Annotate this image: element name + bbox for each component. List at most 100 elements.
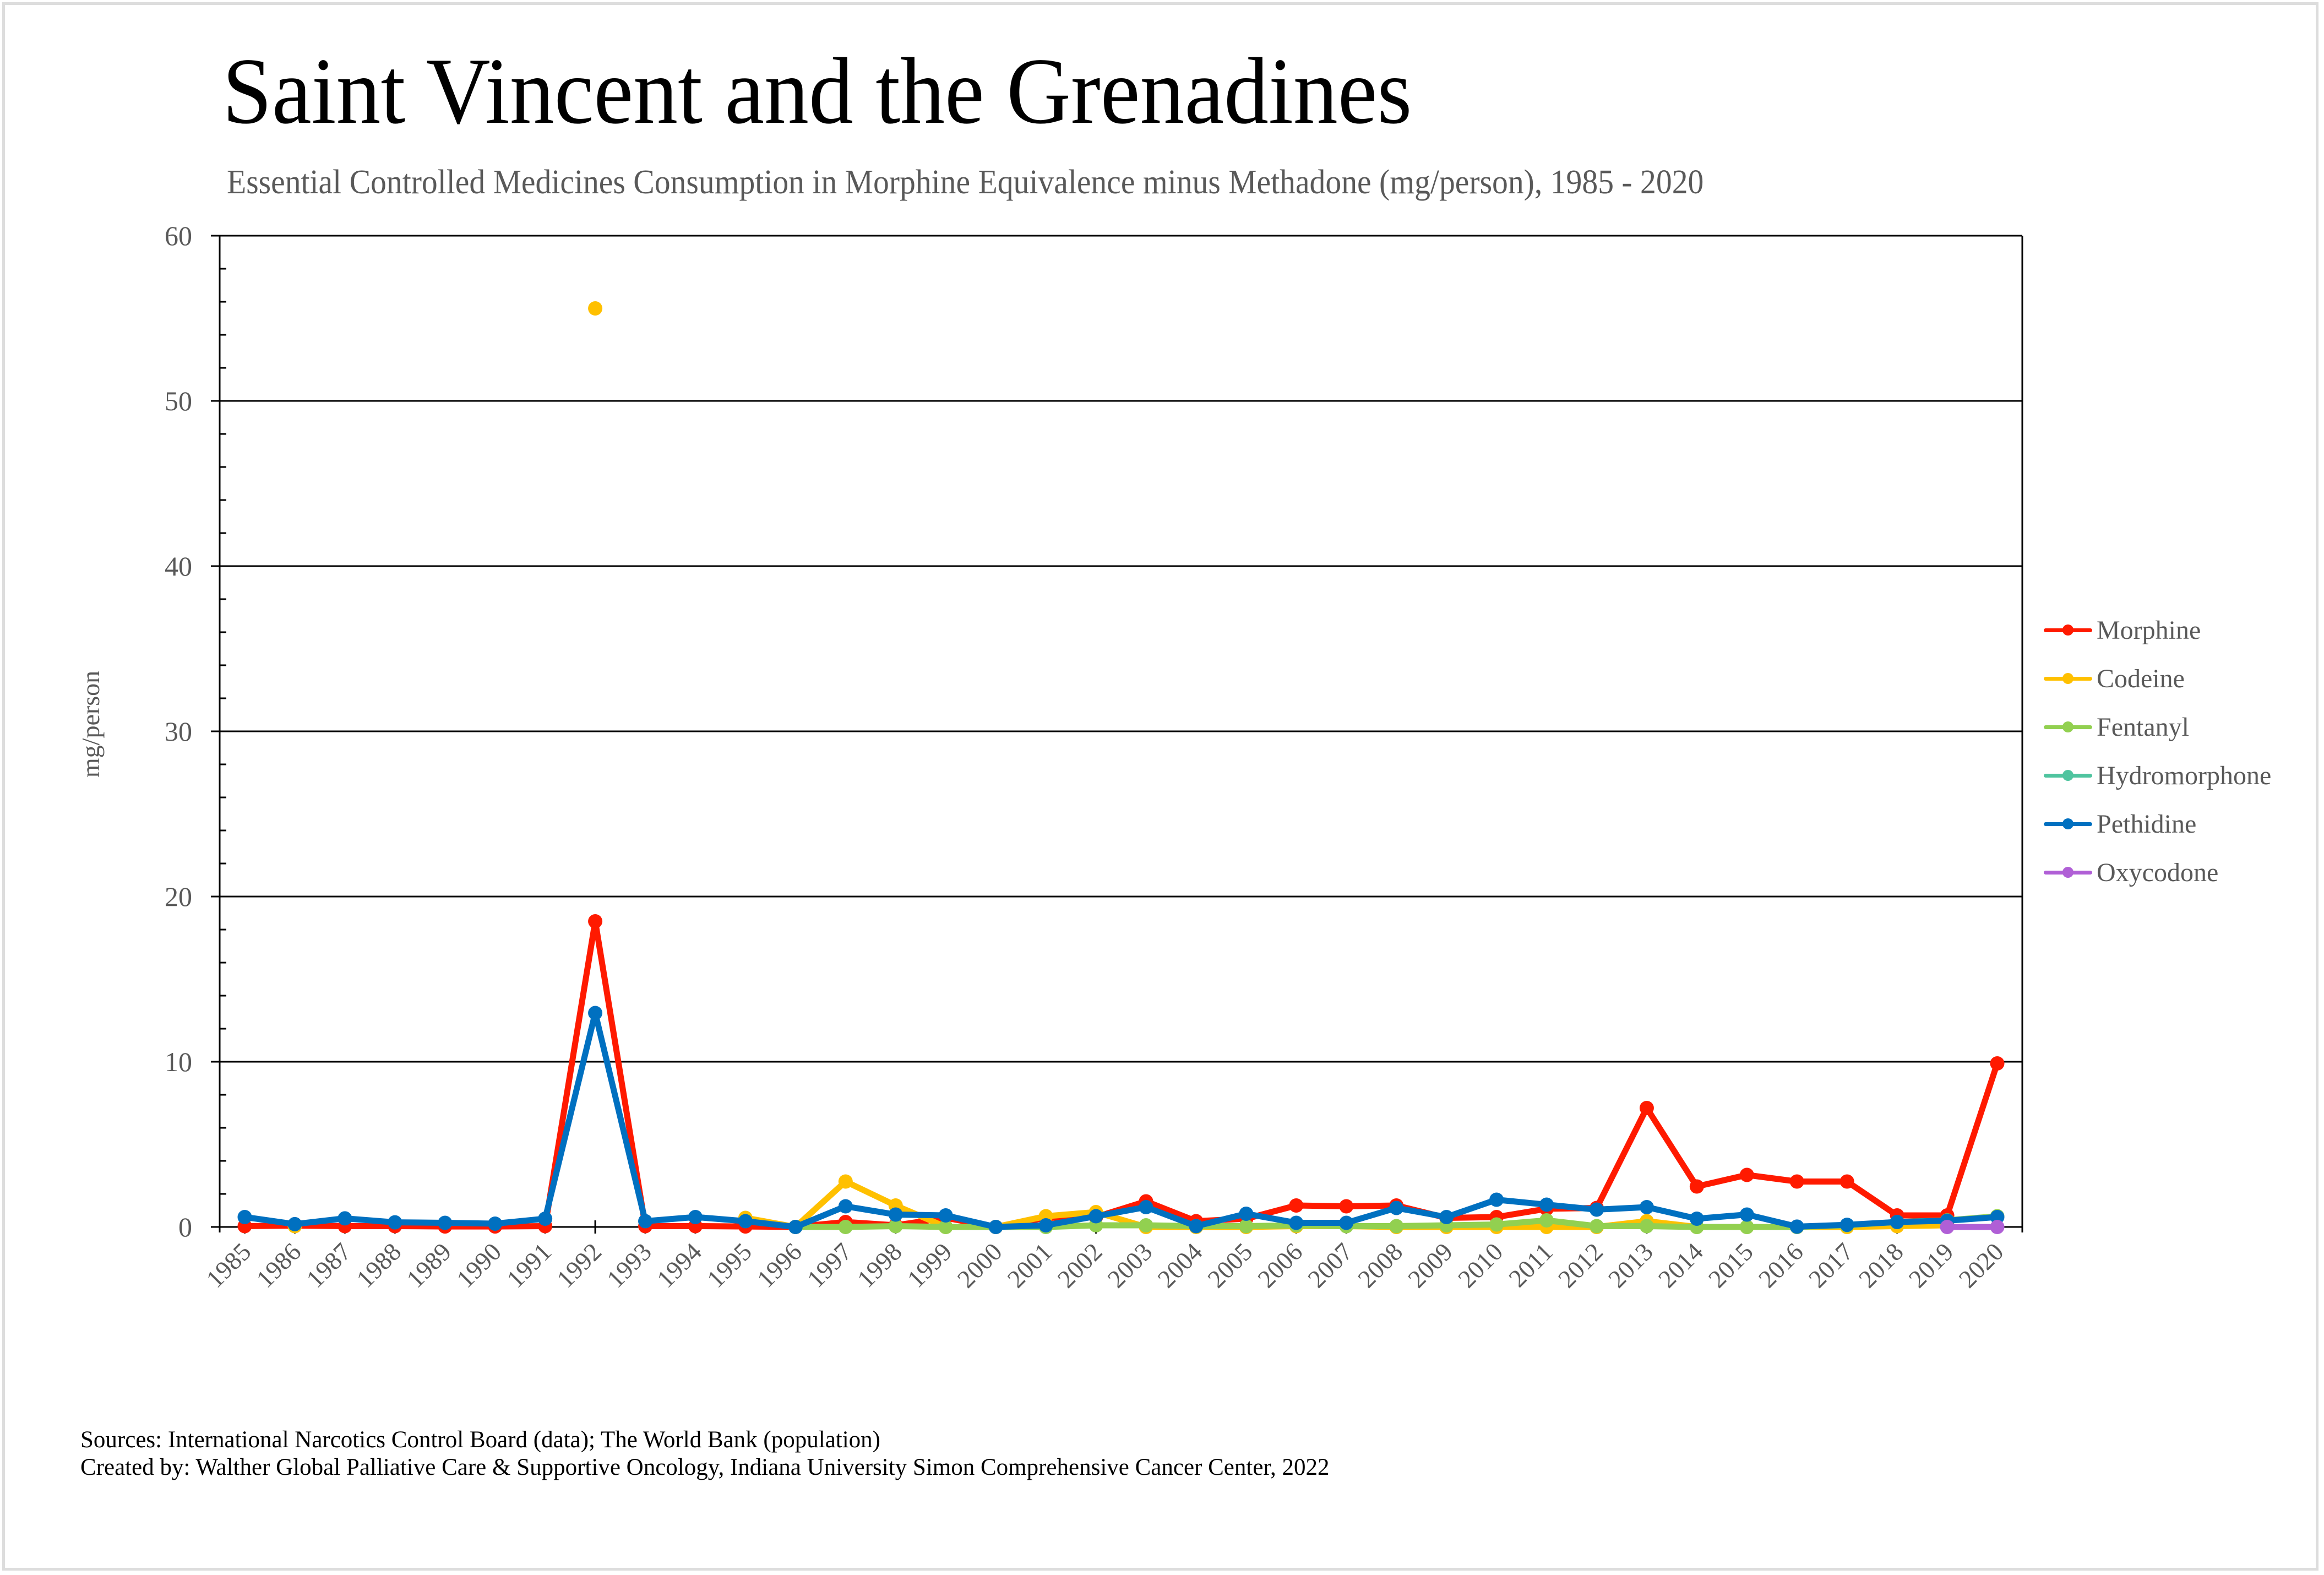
data-point-pethidine-1996: [788, 1220, 803, 1234]
data-point-oxycodone-2019: [1940, 1220, 1955, 1234]
data-point-pethidine-2015: [1739, 1207, 1754, 1222]
data-point-pethidine-2004: [1189, 1219, 1204, 1234]
data-point-pethidine-2009: [1439, 1210, 1454, 1224]
data-point-pethidine-1989: [438, 1215, 453, 1230]
data-point-pethidine-1995: [738, 1214, 753, 1229]
data-point-morphine-2014: [1689, 1179, 1704, 1194]
legend-label: Pethidine: [2097, 809, 2197, 839]
data-point-pethidine-2013: [1639, 1200, 1654, 1214]
x-tick-label: 2012: [1553, 1237, 1608, 1293]
x-tick-label: 1993: [601, 1237, 657, 1293]
data-point-morphine-2013: [1639, 1101, 1654, 1115]
data-point-pethidine-2003: [1139, 1200, 1153, 1214]
data-point-pethidine-1985: [237, 1210, 252, 1224]
x-tick-label: 2018: [1853, 1237, 1909, 1293]
data-point-pethidine-1993: [638, 1214, 653, 1229]
series-line-morphine: [241, 918, 2001, 1230]
x-tick-label: 2008: [1352, 1237, 1408, 1293]
x-tick-label: 1992: [551, 1237, 607, 1293]
data-point-fentanyl-1998: [888, 1219, 903, 1234]
tick-labels: 0102030405060198519861987198819891990199…: [165, 220, 2009, 1293]
x-tick-label: 2006: [1252, 1237, 1308, 1293]
legend-marker-icon: [2042, 719, 2094, 735]
x-tick-label: 1995: [701, 1237, 757, 1293]
x-tick-label: 2009: [1402, 1237, 1458, 1293]
legend-marker-icon: [2042, 864, 2094, 881]
legend-marker-icon: [2042, 622, 2094, 638]
data-point-morphine-2016: [1789, 1174, 1804, 1189]
legend-label: Codeine: [2097, 664, 2185, 693]
data-point-pethidine-2002: [1088, 1209, 1103, 1224]
data-point-pethidine-2000: [988, 1220, 1003, 1234]
data-point-morphine-2020: [1990, 1056, 2005, 1071]
x-tick-label: 2019: [1903, 1237, 1959, 1293]
x-tick-label: 1990: [451, 1237, 507, 1293]
data-point-pethidine-2017: [1839, 1218, 1854, 1232]
data-point-pethidine-1998: [888, 1207, 903, 1222]
x-tick-label: 1989: [401, 1237, 456, 1293]
y-tick-label: 10: [165, 1046, 192, 1077]
legend-item-pethidine: Pethidine: [2042, 800, 2271, 848]
data-point-morphine-2006: [1289, 1198, 1304, 1213]
data-point-pethidine-2006: [1289, 1215, 1304, 1230]
x-tick-label: 2007: [1302, 1237, 1358, 1293]
y-tick-label: 60: [165, 220, 192, 251]
data-point-fentanyl-2008: [1389, 1219, 1404, 1234]
x-tick-label: 2011: [1503, 1237, 1558, 1292]
x-tick-label: 2020: [1953, 1237, 2009, 1293]
sources-note: Sources: International Narcotics Control…: [80, 1427, 880, 1453]
data-point-pethidine-1994: [688, 1210, 703, 1224]
data-point-pethidine-2008: [1389, 1201, 1404, 1215]
data-point-codeine-1992: [588, 301, 603, 316]
x-tick-label: 2000: [952, 1237, 1008, 1293]
x-tick-label: 2017: [1803, 1237, 1859, 1293]
data-point-fentanyl-2013: [1639, 1219, 1654, 1234]
legend-item-oxycodone: Oxycodone: [2042, 848, 2271, 897]
legend-item-fentanyl: Fentanyl: [2042, 703, 2271, 751]
data-point-fentanyl-2010: [1489, 1217, 1504, 1232]
data-point-morphine-1992: [588, 914, 603, 928]
data-point-pethidine-1990: [488, 1216, 503, 1231]
data-point-pethidine-1987: [338, 1211, 352, 1226]
data-point-pethidine-2007: [1339, 1215, 1354, 1230]
data-point-pethidine-2001: [1038, 1218, 1053, 1232]
legend-item-morphine: Morphine: [2042, 606, 2271, 654]
legend-marker-icon: [2042, 670, 2094, 687]
y-tick-label: 50: [165, 385, 192, 416]
data-point-pethidine-2010: [1489, 1192, 1504, 1207]
legend-label: Fentanyl: [2097, 712, 2189, 742]
data-point-pethidine-1988: [388, 1215, 402, 1230]
legend: Morphine Codeine Fentanyl Hydromorphone Peth…: [2042, 606, 2271, 897]
x-tick-label: 2016: [1753, 1237, 1809, 1293]
legend-label: Hydromorphone: [2097, 761, 2272, 790]
data-point-fentanyl-2015: [1739, 1220, 1754, 1234]
data-point-pethidine-2014: [1689, 1212, 1704, 1226]
series-codeine: [287, 301, 1955, 1234]
created-by-note: Created by: Walther Global Palliative Ca…: [80, 1454, 1330, 1480]
data-point-fentanyl-1997: [838, 1220, 853, 1234]
chart-title: Saint Vincent and the Grenadines: [222, 39, 1412, 144]
x-tick-label: 2010: [1452, 1237, 1508, 1293]
legend-marker-icon: [2042, 816, 2094, 832]
x-tick-label: 1996: [752, 1237, 807, 1293]
data-point-fentanyl-1999: [938, 1220, 953, 1234]
y-axis-label: mg/person: [77, 671, 105, 778]
x-tick-label: 1986: [251, 1237, 306, 1293]
x-tick-label: 2013: [1603, 1237, 1658, 1293]
gridlines: [211, 235, 2022, 1228]
data-point-morphine-2017: [1839, 1174, 1854, 1189]
legend-item-codeine: Codeine: [2042, 654, 2271, 703]
series-morphine: [237, 914, 2005, 1234]
data-point-pethidine-2005: [1239, 1207, 1254, 1221]
x-tick-label: 2005: [1202, 1237, 1258, 1293]
legend-item-hydromorphone: Hydromorphone: [2042, 751, 2271, 800]
x-tick-label: 1997: [802, 1237, 857, 1293]
series-lines: [237, 301, 2005, 1234]
data-point-pethidine-1999: [938, 1208, 953, 1223]
data-point-pethidine-1986: [287, 1216, 302, 1231]
data-point-pethidine-1991: [538, 1212, 553, 1226]
x-tick-label: 2003: [1102, 1237, 1157, 1293]
data-point-pethidine-1997: [838, 1199, 853, 1214]
